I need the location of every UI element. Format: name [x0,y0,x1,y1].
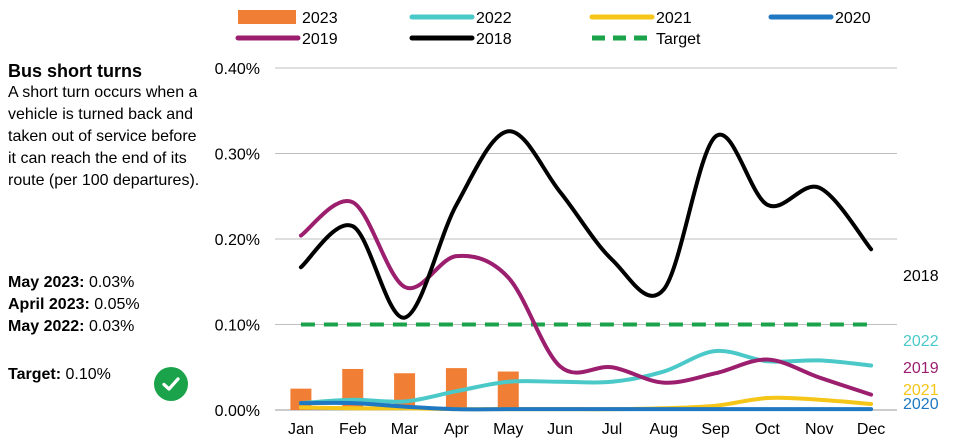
stat-april-2023: April 2023: 0.05% [8,296,140,313]
line-2022 [298,348,874,406]
line-2020 [298,400,874,412]
legend-item-2022: 2022 [409,10,512,27]
line-2019 [298,198,874,397]
legend-label: 2018 [476,31,512,48]
x-tick-label: Mar [391,421,419,438]
end-label-2018: 2018 [903,268,939,285]
end-label-2020: 2020 [903,396,939,413]
x-tick-label: Sep [701,421,730,438]
stats-list: May 2023: 0.03% April 2023: 0.05% May 20… [8,272,140,338]
legend-item-2023: 2023 [238,10,338,27]
legend-label: 2021 [656,10,692,27]
legend-item-target: Target [592,31,701,48]
x-tick-label: Jan [288,421,314,438]
x-tick-label: Dec [857,421,885,438]
x-tick-label: Feb [339,421,367,438]
legend-label: 2019 [302,31,338,48]
chart-title: Bus short turns [8,61,143,81]
x-tick-label: Nov [805,421,833,438]
legend-item-2019: 2019 [235,31,338,48]
stat-may-2023: May 2023: 0.03% [8,274,135,291]
legend-item-2020: 2020 [768,10,871,27]
end-label-2019: 2019 [903,360,939,377]
legend-item-2021: 2021 [589,10,692,27]
line-2018 [298,129,874,320]
y-tick-label: 0.20% [215,232,260,249]
stat-may-2022: May 2022: 0.03% [8,318,135,335]
legend-swatch [238,10,296,24]
sidebar: Bus short turns A short turn occurs when… [8,60,208,192]
x-tick-label: Aug [650,421,678,438]
chart-description: A short turn occurs when a vehicle is tu… [8,84,200,189]
x-tick-label: Oct [755,421,780,438]
legend-item-2018: 2018 [409,31,512,48]
x-tick-label: Jun [547,421,573,438]
bar-2023-may [497,371,519,410]
legend-label: Target [656,31,701,48]
legend-label: 2023 [302,10,338,27]
end-label-2022: 2022 [903,333,939,350]
x-tick-label: May [493,421,523,438]
bar-2023-apr [445,368,467,410]
y-tick-label: 0.40% [215,61,260,78]
y-tick-label: 0.10% [215,318,260,335]
legend-label: 2020 [835,10,871,27]
y-tick-label: 0.30% [215,147,260,164]
check-circle-icon [154,367,188,401]
legend-label: 2022 [476,10,512,27]
target-stat: Target: 0.10% [8,366,111,383]
end-label-2021: 2021 [903,382,939,399]
y-tick-label: 0.00% [215,403,260,420]
x-tick-label: Jul [602,421,622,438]
x-tick-label: Apr [444,421,470,438]
